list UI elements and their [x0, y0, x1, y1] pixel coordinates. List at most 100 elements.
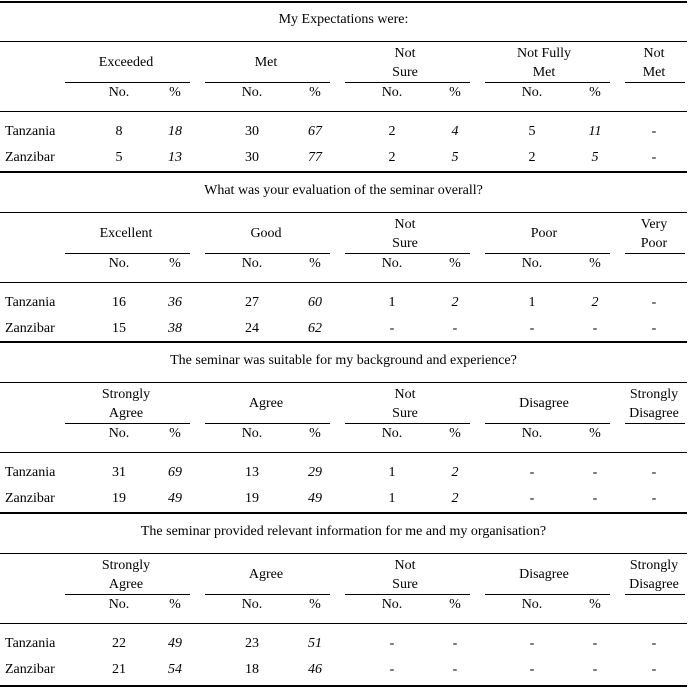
category-underline — [65, 423, 190, 424]
category-header: Good — [206, 224, 326, 243]
category-header: Not Sure — [345, 556, 465, 594]
category-header: Not Sure — [345, 215, 465, 253]
cell-pct: 2 — [451, 295, 459, 310]
cell-pct: 18 — [168, 124, 182, 139]
category-header: Excellent — [66, 224, 186, 243]
subheader-rule — [0, 623, 687, 624]
cell-pct: 49 — [168, 636, 182, 651]
cell-no: 19 — [245, 491, 259, 506]
cell-pct: - — [592, 321, 598, 336]
cell-pct: 4 — [451, 124, 459, 139]
category-underline — [345, 594, 470, 595]
cell-pct: 62 — [308, 321, 322, 336]
cell-no: 18 — [245, 662, 259, 677]
cell-pct: 36 — [168, 295, 182, 310]
col-header-pct: % — [449, 597, 461, 612]
row-label: Zanzibar — [5, 150, 55, 165]
col-header-no: No. — [381, 597, 403, 612]
category-header: Poor — [484, 224, 604, 243]
row-label: Tanzania — [5, 636, 56, 651]
category-header: Strongly Disagree — [594, 556, 690, 594]
title-rule — [0, 382, 687, 383]
col-header-no: No. — [241, 426, 263, 441]
category-underline — [485, 423, 610, 424]
col-header-pct: % — [589, 256, 601, 271]
category-header: Agree — [206, 565, 326, 584]
category-underline — [205, 423, 330, 424]
cell-pct: - — [592, 465, 598, 480]
cell-no: 2 — [388, 150, 396, 165]
title-rule — [0, 212, 687, 213]
cell-no: 5 — [115, 150, 123, 165]
col-header-pct: % — [169, 256, 181, 271]
cell-no: - — [389, 636, 395, 651]
cell-last: - — [651, 491, 657, 506]
cell-pct: 69 — [168, 465, 182, 480]
category-header-line: Disagree — [629, 577, 679, 592]
col-header-pct: % — [449, 426, 461, 441]
table-section: The seminar was suitable for my backgrou… — [0, 341, 687, 512]
category-header-line: Excellent — [99, 226, 153, 241]
category-header-line: Not — [394, 46, 416, 61]
cell-last: - — [651, 295, 657, 310]
cell-no: 21 — [112, 662, 126, 677]
cell-no: - — [529, 465, 535, 480]
section-title: What was your evaluation of the seminar … — [204, 183, 483, 198]
category-header-line: Strongly — [101, 387, 151, 402]
category-header: Not Fully Met — [484, 44, 604, 82]
category-header-line: Strongly — [629, 387, 679, 402]
category-header-line: Agree — [108, 406, 144, 421]
category-header-line: Disagree — [629, 406, 679, 421]
cell-last: - — [651, 321, 657, 336]
cell-pct: 49 — [308, 491, 322, 506]
cell-pct: 49 — [168, 491, 182, 506]
col-header-pct: % — [589, 85, 601, 100]
cell-no: 19 — [112, 491, 126, 506]
cell-no: - — [529, 662, 535, 677]
col-header-no: No. — [521, 85, 543, 100]
col-header-no: No. — [241, 256, 263, 271]
row-label: Tanzania — [5, 295, 56, 310]
category-header-line: Not — [394, 558, 416, 573]
category-header-line: Sure — [392, 577, 418, 592]
cell-pct: 60 — [308, 295, 322, 310]
category-header-line: Not — [643, 46, 665, 61]
section-top-rule — [0, 1, 687, 3]
table-section: My Expectations were: Exceeded Met Not Sure N… — [0, 0, 687, 171]
category-underline — [625, 594, 685, 595]
table-section: What was your evaluation of the seminar … — [0, 171, 687, 342]
cell-no: 22 — [112, 636, 126, 651]
section-title: My Expectations were: — [278, 12, 409, 27]
category-header-line: Met — [532, 65, 556, 80]
cell-pct: 11 — [588, 124, 602, 139]
subheader-rule — [0, 452, 687, 453]
col-header-no: No. — [381, 426, 403, 441]
category-header: Agree — [206, 394, 326, 413]
col-header-pct: % — [449, 85, 461, 100]
col-header-pct: % — [309, 597, 321, 612]
category-header: Strongly Disagree — [594, 385, 690, 423]
category-header-line: Poor — [530, 226, 558, 241]
cell-no: 23 — [245, 636, 259, 651]
category-header-line: Met — [254, 55, 278, 70]
cell-last: - — [651, 662, 657, 677]
category-header: Disagree — [484, 565, 604, 584]
cell-no: - — [389, 321, 395, 336]
category-header-line: Disagree — [519, 396, 569, 411]
cell-pct: - — [592, 491, 598, 506]
subheader-rule — [0, 282, 687, 283]
title-rule — [0, 41, 687, 42]
cell-no: 13 — [245, 465, 259, 480]
col-header-pct: % — [589, 426, 601, 441]
cell-no: - — [389, 662, 395, 677]
category-header-line: Strongly — [101, 558, 151, 573]
col-header-pct: % — [309, 426, 321, 441]
cell-no: 1 — [388, 491, 396, 506]
cell-pct: 13 — [168, 150, 182, 165]
cell-no: 8 — [115, 124, 123, 139]
category-header: Not Sure — [345, 44, 465, 82]
category-header: Not Sure — [345, 385, 465, 423]
cell-pct: 38 — [168, 321, 182, 336]
category-underline — [345, 423, 470, 424]
col-header-no: No. — [381, 256, 403, 271]
